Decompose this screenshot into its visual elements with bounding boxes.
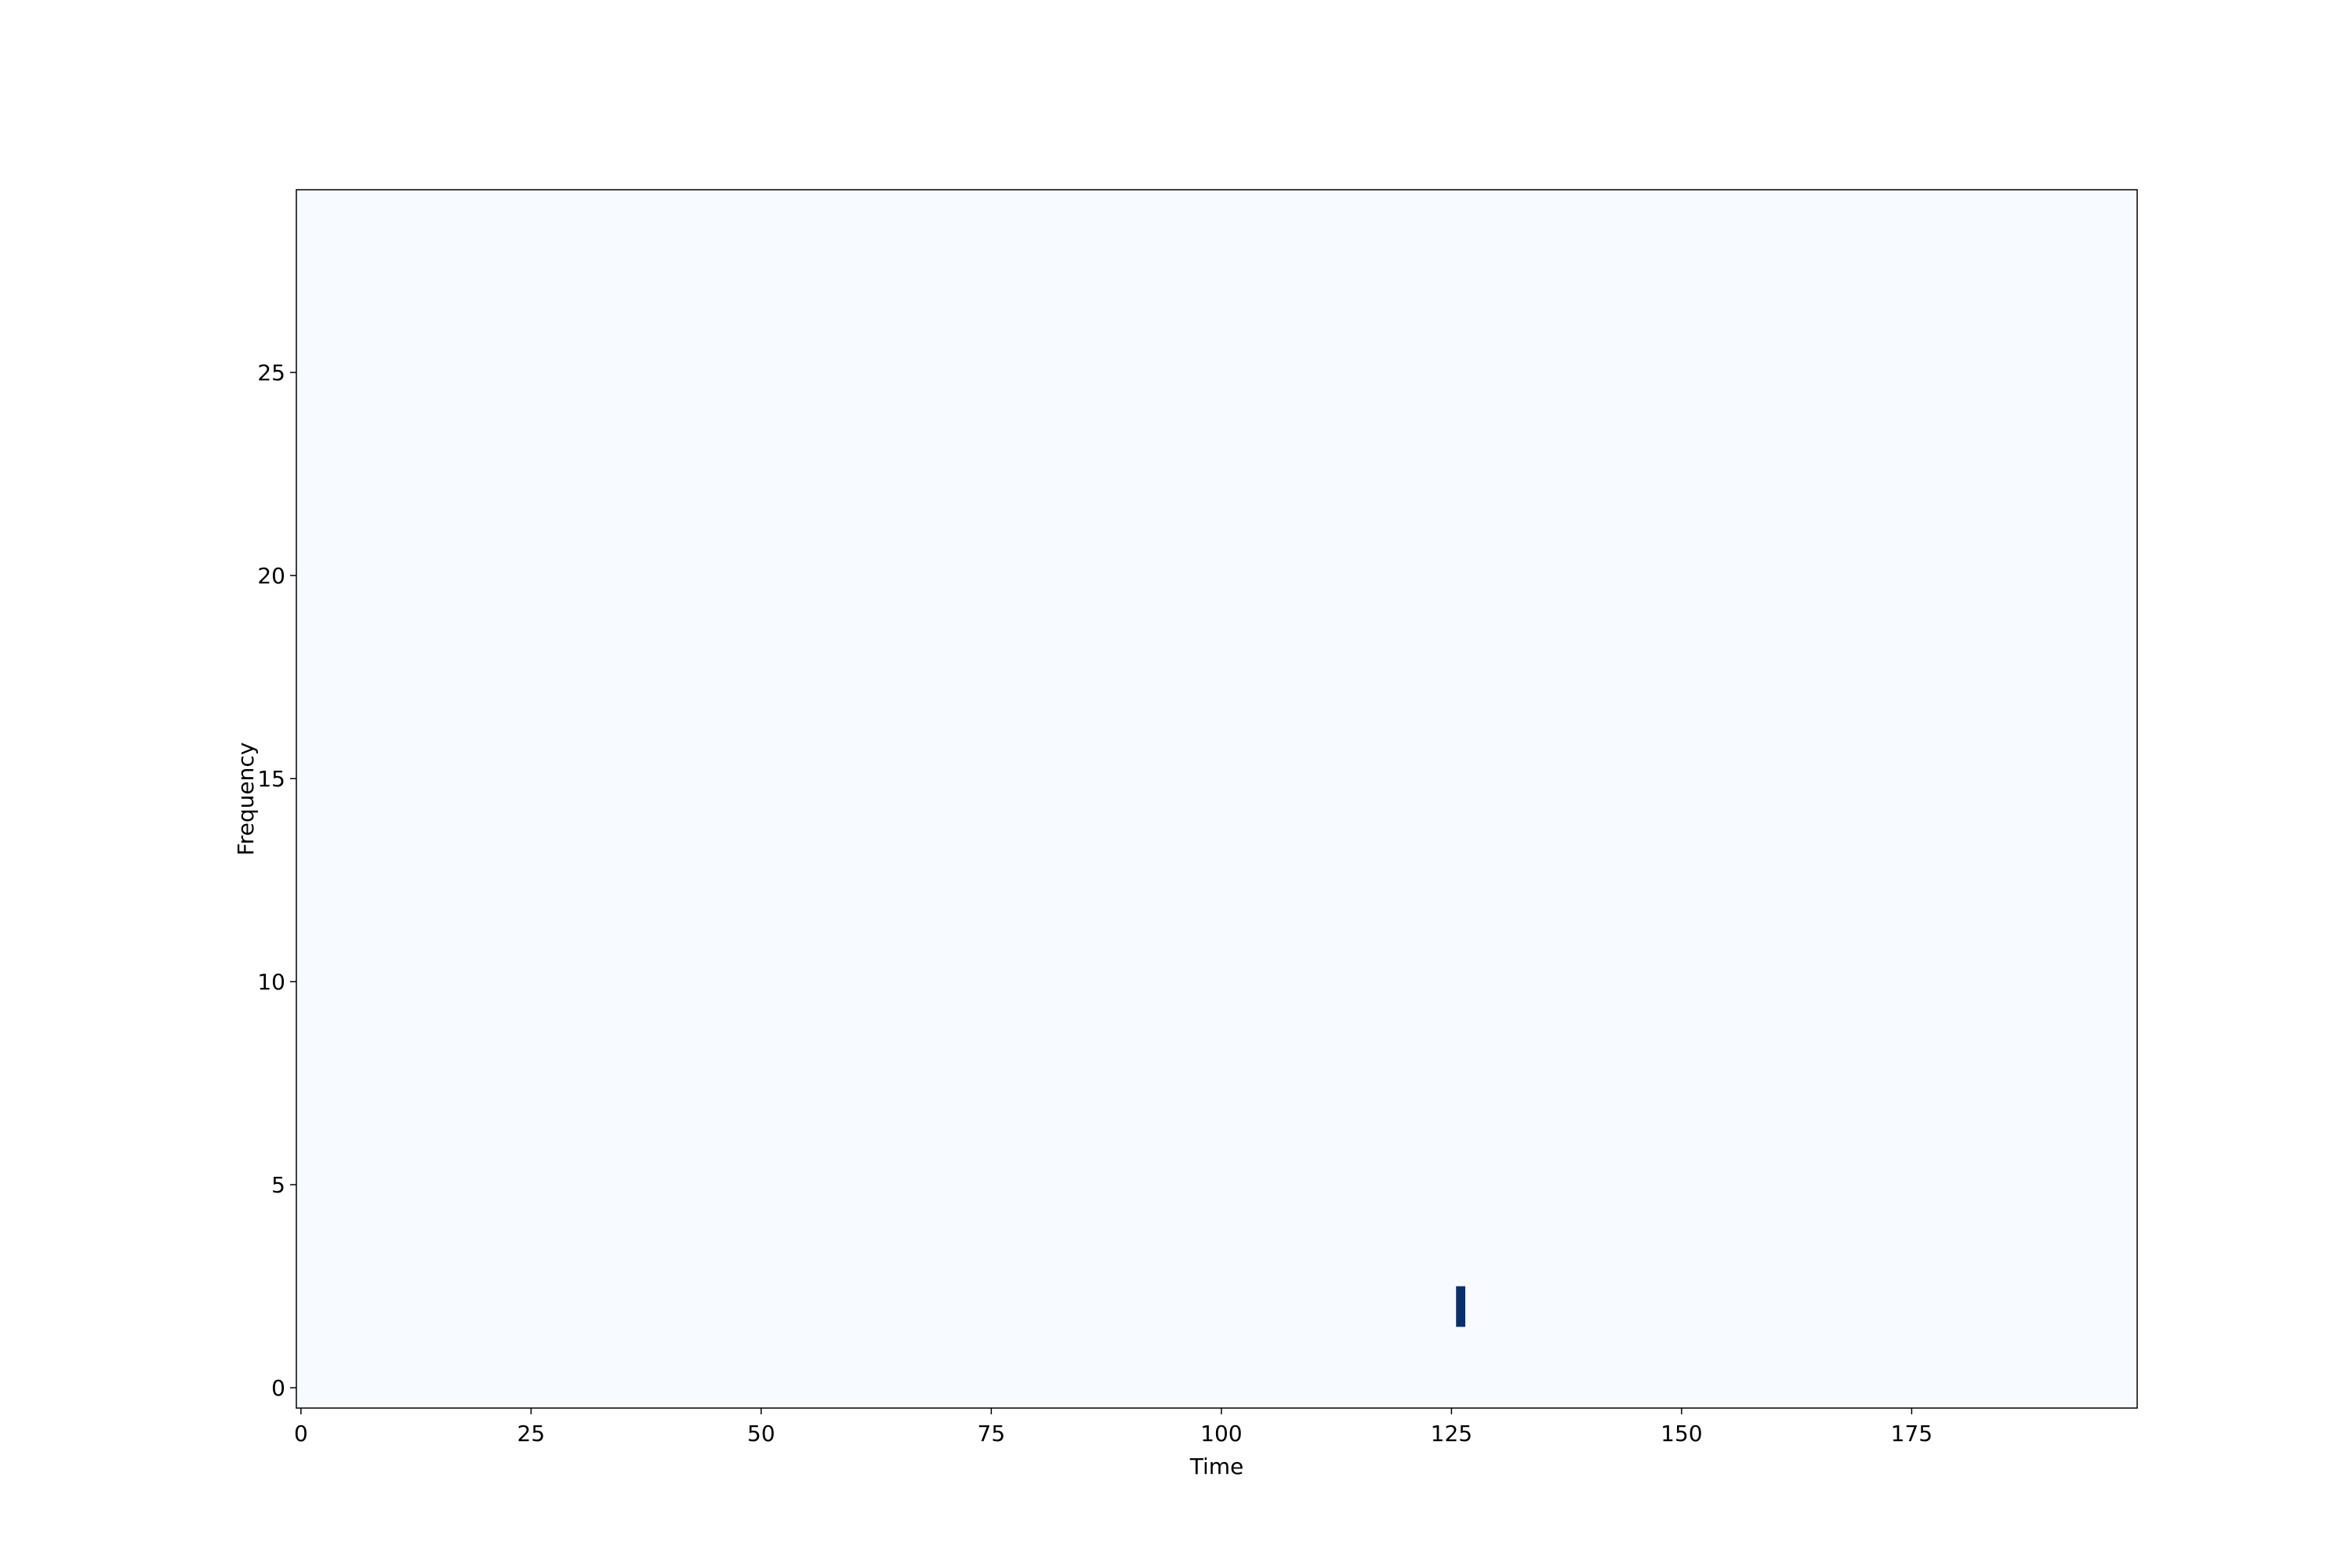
- y-axis-label: Frequency: [233, 742, 259, 856]
- x-tick-label: 75: [978, 1421, 1006, 1446]
- y-tick-label: 0: [271, 1375, 285, 1401]
- x-tick-label: 175: [1891, 1421, 1933, 1446]
- y-tick-label: 5: [271, 1172, 285, 1198]
- x-axis-label: Time: [1189, 1454, 1244, 1479]
- x-tick-label: 50: [747, 1421, 775, 1446]
- x-axis-ticks: 0 25 50 75 100 125 150 175: [294, 1408, 1933, 1446]
- x-tick-label: 100: [1200, 1421, 1242, 1446]
- heatmap-background: [296, 190, 2137, 1408]
- y-axis-ticks: 0 5 10 15 20 25: [257, 360, 296, 1401]
- x-tick-label: 25: [517, 1421, 546, 1446]
- x-tick-label: 0: [294, 1421, 308, 1446]
- y-tick-label: 10: [257, 969, 285, 995]
- heatmap-cell: [1456, 1286, 1465, 1327]
- y-tick-label: 15: [257, 766, 285, 792]
- y-tick-label: 25: [257, 360, 285, 386]
- y-tick-label: 20: [257, 563, 285, 589]
- heatmap-cells: [1456, 1286, 1465, 1327]
- x-tick-label: 150: [1661, 1421, 1702, 1446]
- plot-frame: [296, 189, 2138, 1409]
- x-tick-label: 125: [1431, 1421, 1472, 1446]
